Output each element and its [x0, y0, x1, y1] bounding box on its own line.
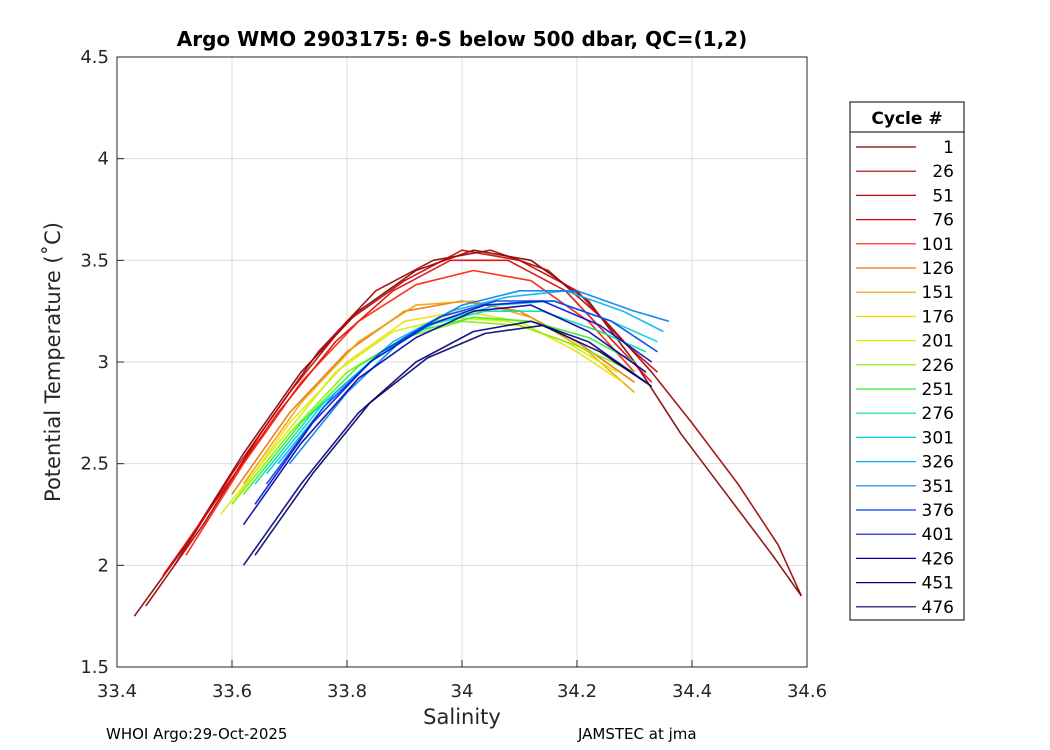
footer-right: JAMSTEC at jma: [578, 725, 697, 743]
legend-label-cycle-51: 51: [932, 186, 954, 206]
y-tick-label: 1.5: [80, 657, 109, 678]
legend-label-cycle-176: 176: [922, 307, 954, 327]
y-axis-label: Potential Temperature (˚C): [41, 222, 65, 502]
footer-left: WHOI Argo:29-Oct-2025: [106, 725, 288, 743]
y-tick-label: 3.5: [80, 250, 109, 271]
legend-label-cycle-1: 1: [943, 138, 954, 158]
x-tick-label: 34.6: [787, 681, 827, 702]
x-tick-label: 33.6: [212, 681, 252, 702]
series-line-cycle-351: [288, 289, 670, 465]
x-tick-label: 34.2: [557, 681, 597, 702]
legend-label-cycle-76: 76: [932, 211, 954, 231]
series-line-cycle-326: [277, 289, 664, 465]
series-line-cycle-426: [242, 304, 647, 526]
legend-label-cycle-326: 326: [922, 453, 954, 473]
x-tick-label: 34.4: [672, 681, 712, 702]
series-line-cycle-51: [173, 249, 659, 566]
legend-label-cycle-376: 376: [922, 501, 954, 521]
legend-label-cycle-451: 451: [922, 574, 954, 594]
legend: Cycle # 12651761011261511762012262512763…: [849, 101, 965, 621]
legend-label-cycle-351: 351: [922, 477, 954, 497]
series-line-cycle-401: [254, 300, 653, 505]
legend-label-cycle-151: 151: [922, 283, 954, 303]
y-axis-ticks: 1.5 2 2.5 3 3.5 4 4.5: [80, 47, 124, 678]
x-tick-label: 34: [451, 681, 474, 702]
y-tick-label: 3: [98, 352, 109, 373]
series-layer: [133, 249, 803, 617]
series-line-cycle-101: [185, 269, 636, 556]
series-line-cycle-451: [242, 320, 647, 566]
legend-label-cycle-301: 301: [922, 428, 954, 448]
legend-label-cycle-476: 476: [922, 598, 954, 618]
series-line-cycle-176: [231, 310, 624, 505]
legend-label-cycle-201: 201: [922, 332, 954, 352]
x-tick-label: 33.8: [327, 681, 367, 702]
chart-title: Argo WMO 2903175: θ-S below 500 dbar, QC…: [177, 27, 747, 51]
legend-label-cycle-101: 101: [922, 235, 954, 255]
x-axis-ticks: 33.4 33.6 33.8 34 34.2 34.4 34.6: [97, 660, 827, 702]
legend-label-cycle-126: 126: [922, 259, 954, 279]
x-tick-label: 33.4: [97, 681, 137, 702]
y-tick-label: 2.5: [80, 454, 109, 475]
legend-label-cycle-226: 226: [922, 356, 954, 376]
series-line-cycle-476: [254, 324, 653, 556]
x-axis-label: Salinity: [423, 705, 501, 729]
legend-label-cycle-251: 251: [922, 380, 954, 400]
legend-label-cycle-426: 426: [922, 549, 954, 569]
series-line-cycle-376: [265, 300, 658, 485]
legend-label-cycle-276: 276: [922, 404, 954, 424]
legend-label-cycle-26: 26: [932, 162, 954, 182]
legend-label-cycle-401: 401: [922, 525, 954, 545]
legend-title: Cycle #: [871, 109, 942, 129]
y-tick-label: 4.5: [80, 47, 109, 68]
series-line-cycle-1: [133, 249, 802, 617]
y-tick-label: 4: [98, 149, 109, 170]
y-tick-label: 2: [98, 555, 109, 576]
series-line-cycle-76: [162, 259, 653, 576]
legend-items: 1265176101126151176201226251276301326351…: [856, 138, 954, 618]
